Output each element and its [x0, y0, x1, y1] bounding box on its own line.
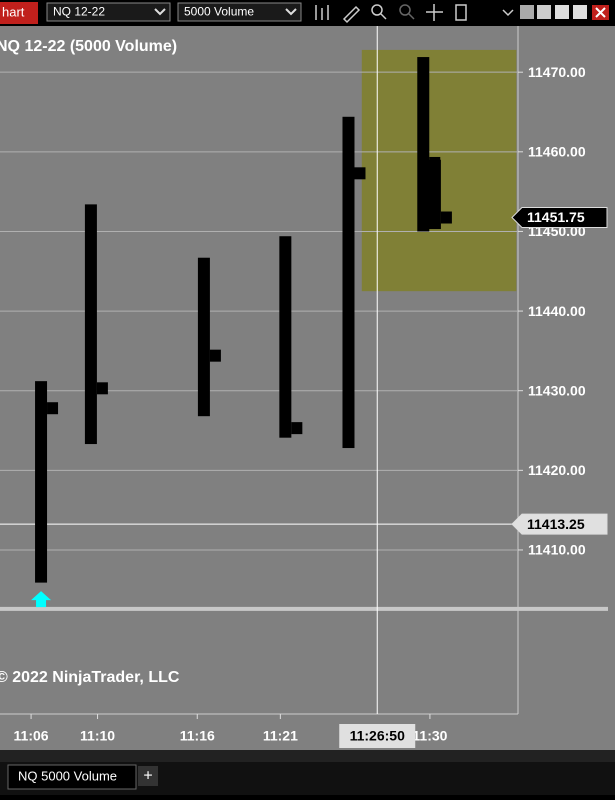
bar-range	[417, 57, 430, 232]
y-tick-label: 11470.00	[528, 64, 586, 80]
dropdown-icon[interactable]	[285, 8, 297, 16]
x-tick-label: 11:16	[180, 728, 215, 744]
y-tick-label: 11410.00	[528, 542, 586, 558]
x-tick-label: 11:30	[412, 728, 447, 744]
tab-label[interactable]: hart	[2, 4, 25, 19]
close-icon	[595, 7, 606, 18]
price-marker	[511, 207, 608, 229]
bar-close	[354, 167, 366, 180]
chart-tab-label[interactable]: NQ 5000 Volume	[18, 768, 117, 783]
bar-range	[428, 159, 441, 230]
interval-label[interactable]: 5000 Volume	[184, 5, 254, 19]
x-tick-label: 11:21	[263, 728, 298, 744]
tab[interactable]	[0, 2, 38, 24]
instrument-label[interactable]: NQ 12-22	[53, 5, 105, 19]
new-tab-label[interactable]: +	[143, 768, 152, 785]
chart-tab[interactable]	[7, 764, 137, 790]
plot: 11410.0011420.0011430.0011440.0011450.00…	[0, 26, 608, 748]
watermark: © 2022 NinjaTrader, LLC	[0, 669, 180, 686]
signal-arrow	[31, 591, 52, 608]
bar-close	[47, 402, 59, 415]
bar-range	[279, 236, 292, 438]
price-marker	[511, 513, 608, 535]
horizontal-line	[0, 606, 608, 611]
toolbar-icons[interactable]	[315, 4, 514, 24]
crosshair-time-box	[339, 724, 416, 748]
bar-range	[35, 381, 48, 583]
maximize-button[interactable]	[573, 5, 587, 19]
price-marker-label: 11413.25	[527, 516, 585, 532]
crosshair-time-label: 11:26:50	[350, 728, 405, 744]
window-button[interactable]	[520, 5, 534, 19]
bar-close	[96, 382, 108, 395]
new-tab-button[interactable]	[138, 766, 158, 786]
interval-select[interactable]	[177, 2, 302, 22]
scrollbar[interactable]	[0, 750, 615, 762]
bar-close	[440, 211, 452, 224]
chart-title: NQ 12-22 (5000 Volume)	[0, 38, 177, 55]
x-tick-label: 11:10	[80, 728, 115, 744]
y-tick-label: 11430.00	[528, 382, 586, 398]
y-tick-label: 11420.00	[528, 462, 586, 478]
x-tick-label: 11:06	[14, 728, 49, 744]
bar-range	[197, 257, 210, 417]
y-tick-label: 11440.00	[528, 303, 586, 319]
bar-close	[291, 422, 303, 435]
y-tick-label: 11460.00	[528, 144, 586, 160]
bar-close	[209, 349, 221, 362]
window-button[interactable]	[537, 5, 551, 19]
bar-range	[84, 204, 97, 445]
time-axis	[0, 714, 615, 750]
minimize-button[interactable]	[555, 5, 569, 19]
price-marker-label: 11451.75	[527, 209, 585, 225]
price-axis	[518, 26, 615, 714]
dropdown-icon[interactable]	[154, 8, 166, 16]
instrument-select[interactable]	[46, 2, 171, 22]
bar-range	[342, 116, 355, 449]
